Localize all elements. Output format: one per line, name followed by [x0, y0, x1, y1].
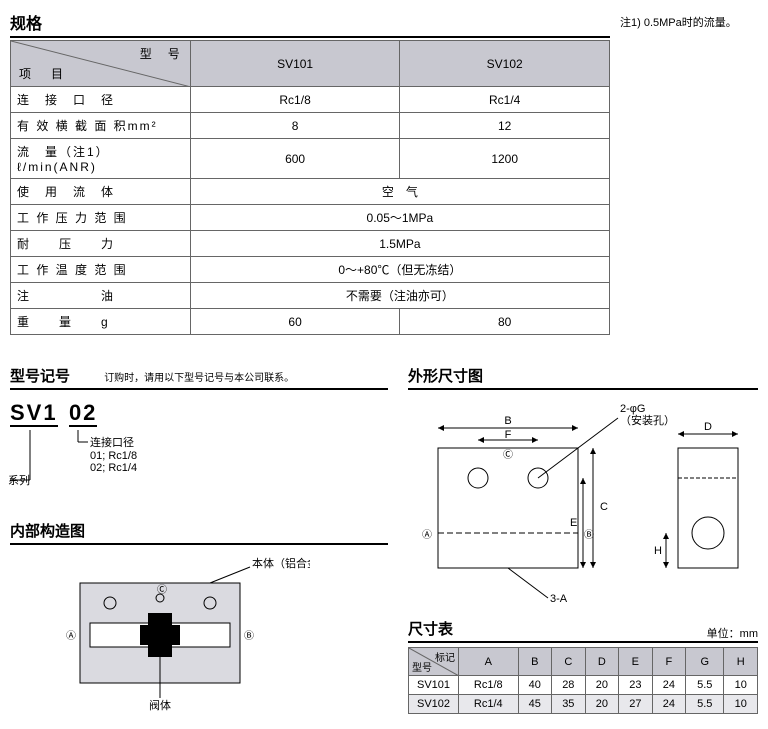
- svg-text:Ⓐ: Ⓐ: [422, 529, 432, 541]
- dims-val: 27: [619, 695, 653, 714]
- spec-label: 使 用 流 体: [11, 179, 191, 205]
- dims-val: 10: [724, 676, 758, 695]
- svg-text:D: D: [704, 421, 712, 433]
- outline-title: 外形尺寸图: [408, 365, 758, 390]
- svg-text:Ⓐ: Ⓐ: [66, 630, 76, 642]
- model-title: 型号记号 订购时，请用以下型号记号与本公司联系。: [10, 365, 388, 390]
- spec-label: 注 油: [11, 283, 191, 309]
- dims-col: C: [552, 648, 586, 676]
- spec-val: 1200: [400, 139, 610, 179]
- dims-val: Rc1/8: [459, 676, 519, 695]
- spec-col-1: SV102: [400, 41, 610, 87]
- spec-val: 0～+80℃（但无冻结）: [190, 257, 609, 283]
- size-opt1: 01; Rc1/8: [90, 450, 137, 462]
- dims-val: 5.5: [686, 695, 724, 714]
- dims-col: G: [686, 648, 724, 676]
- spec-col-0: SV101: [190, 41, 400, 87]
- dims-col: D: [585, 648, 619, 676]
- dims-model: SV101: [409, 676, 459, 695]
- dims-val: 23: [619, 676, 653, 695]
- svg-text:3-A: 3-A: [550, 593, 568, 605]
- model-title-text: 型号记号: [10, 368, 70, 385]
- spec-label: 工 作 温 度 范 围: [11, 257, 191, 283]
- internal-title: 内部构造图: [10, 520, 388, 545]
- spec-val: 不需要（注油亦可）: [190, 283, 609, 309]
- svg-text:（安装孔）: （安装孔）: [620, 413, 675, 427]
- valve-label: 阀体: [149, 698, 171, 712]
- svg-text:2-φG: 2-φG: [620, 403, 645, 415]
- spec-val: 1.5MPa: [190, 231, 609, 257]
- size-opt2: 02; Rc1/4: [90, 462, 137, 474]
- svg-text:B: B: [504, 415, 511, 427]
- series-label: 系列: [8, 472, 30, 488]
- dims-col: B: [518, 648, 552, 676]
- dims-val: 5.5: [686, 676, 724, 695]
- spec-diag-header: 型 号 项 目: [11, 41, 191, 87]
- dims-val: Rc1/4: [459, 695, 519, 714]
- spec-val: 0.05～1MPa: [190, 205, 609, 231]
- dims-model: SV102: [409, 695, 459, 714]
- dims-diag-top: 标记: [435, 649, 455, 664]
- internal-diagram: Ⓒ Ⓐ Ⓑ 本体（铝合金） 阀体: [10, 553, 310, 713]
- spec-val: Rc1/4: [400, 87, 610, 113]
- dims-col: A: [459, 648, 519, 676]
- size-title: 连接口径: [90, 434, 137, 450]
- dims-val: 40: [518, 676, 552, 695]
- dims-val: 20: [585, 695, 619, 714]
- spec-val: 12: [400, 113, 610, 139]
- dims-table: 标记 型号 ABCDEFGH SV101Rc1/840282023245.510…: [408, 647, 758, 714]
- svg-text:E: E: [570, 517, 577, 529]
- dims-val: 35: [552, 695, 586, 714]
- model-subnote: 订购时，请用以下型号记号与本公司联系。: [104, 373, 294, 384]
- dims-col: E: [619, 648, 653, 676]
- spec-val: 80: [400, 309, 610, 335]
- spec-note: 注1) 0.5MPa时的流量。: [620, 14, 737, 335]
- dims-col: H: [724, 648, 758, 676]
- spec-val: Rc1/8: [190, 87, 400, 113]
- model-block: SV1 02 系列 连接口径 01; Rc1/8 02; Rc1/4: [10, 400, 388, 490]
- spec-title: 规格: [10, 10, 610, 38]
- model-size: 02: [69, 400, 97, 427]
- dims-val: 20: [585, 676, 619, 695]
- spec-label: 连 接 口 径: [11, 87, 191, 113]
- dims-val: 24: [652, 676, 686, 695]
- spec-val: 60: [190, 309, 400, 335]
- body-label: 本体（铝合金）: [252, 556, 310, 570]
- spec-table: 型 号 项 目 SV101 SV102 连 接 口 径Rc1/8Rc1/4 有 效…: [10, 40, 610, 335]
- svg-text:F: F: [505, 429, 512, 441]
- diag-top: 型 号: [140, 45, 182, 62]
- spec-label: 耐 压 力: [11, 231, 191, 257]
- spec-label: 流 量（注1） ℓ/min(ANR): [11, 139, 191, 179]
- svg-text:Ⓒ: Ⓒ: [157, 584, 167, 596]
- spec-val: 600: [190, 139, 400, 179]
- svg-text:H: H: [654, 545, 662, 557]
- svg-text:Ⓑ: Ⓑ: [244, 630, 254, 642]
- spec-val: 8: [190, 113, 400, 139]
- diag-bot: 项 目: [19, 65, 67, 82]
- svg-text:C: C: [600, 501, 608, 513]
- spec-label: 有 效 横 截 面 积mm²: [11, 113, 191, 139]
- spec-val: 空 气: [190, 179, 609, 205]
- dims-val: 10: [724, 695, 758, 714]
- dims-col: F: [652, 648, 686, 676]
- dims-diag-bot: 型号: [412, 659, 432, 674]
- outline-diagram: Ⓐ Ⓑ Ⓒ B F C E 2-φG （安装孔） 3-A: [408, 398, 758, 618]
- svg-text:Ⓒ: Ⓒ: [503, 449, 513, 461]
- dims-title: 尺寸表: [408, 618, 453, 641]
- dims-val: 28: [552, 676, 586, 695]
- dims-diag-header: 标记 型号: [409, 648, 459, 676]
- spec-label: 工 作 压 力 范 围: [11, 205, 191, 231]
- dims-val: 24: [652, 695, 686, 714]
- spec-label: 重 量 g: [11, 309, 191, 335]
- dims-val: 45: [518, 695, 552, 714]
- model-series: SV1: [10, 400, 58, 427]
- dims-unit: 单位：mm: [707, 625, 758, 641]
